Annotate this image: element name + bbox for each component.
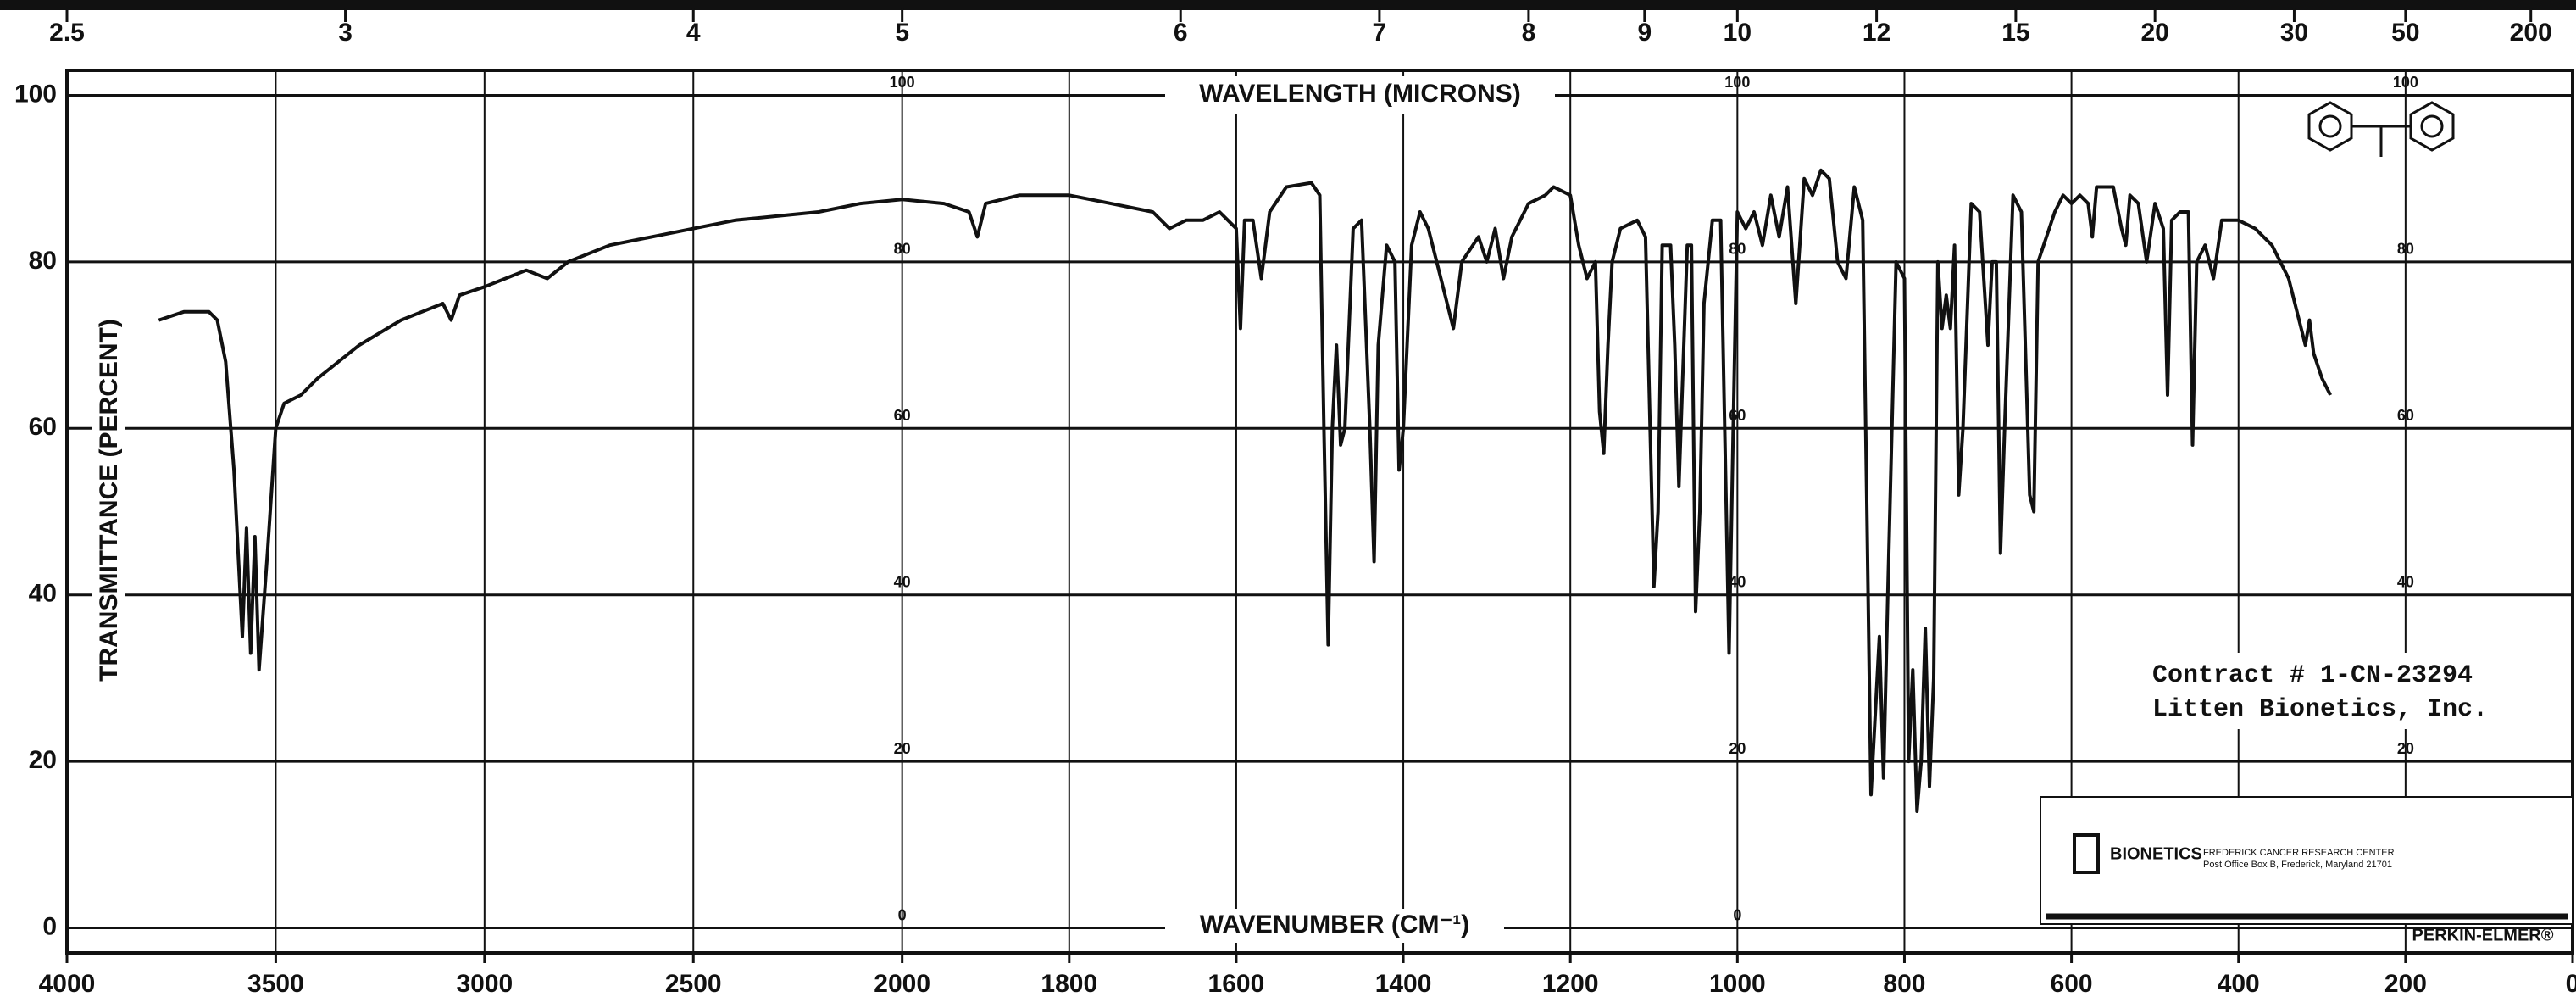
x2-tick-label: 6 [1174, 19, 1188, 47]
contract-line: Contract # 1-CN-23294 [2152, 661, 2473, 690]
x2-tick-label: 9 [1637, 19, 1652, 47]
inner-scale-label: 60 [1729, 407, 1746, 424]
inner-scale-label: 100 [1724, 74, 1750, 91]
x-tick-label: 1200 [1542, 970, 1599, 998]
y-axis-title: TRANSMITTANCE (PERCENT) [95, 319, 123, 682]
y-tick-label: 100 [14, 80, 57, 108]
x2-tick-label: 15 [2001, 19, 2029, 47]
grid [65, 69, 2574, 955]
inner-scale-label: 20 [894, 740, 911, 757]
x2-tick-label: 50 [2391, 19, 2419, 47]
x-tick-label: 600 [2051, 970, 2093, 998]
x2-tick-label: 3 [338, 19, 353, 47]
label-bg [1165, 76, 1555, 114]
x2-tick-label: 20 [2140, 19, 2168, 47]
inner-scale-label: 40 [894, 573, 911, 590]
x-axis-title: WAVENUMBER (CM⁻¹) [1200, 911, 1470, 938]
contract-line: Litten Bionetics, Inc. [2152, 695, 2488, 724]
x-tick-label: 1600 [1208, 970, 1265, 998]
inner-scale-label: 80 [2397, 241, 2414, 258]
x2-tick-label: 2.5 [49, 19, 85, 47]
inner-scale-label: 40 [1729, 573, 1746, 590]
label-bg [92, 305, 125, 695]
inner-scale-label: 0 [898, 906, 907, 923]
y-tick-label: 40 [29, 580, 57, 608]
contract-bg [2144, 653, 2568, 729]
inner-scale-label: 60 [894, 407, 911, 424]
x-tick-label: 4000 [39, 970, 96, 998]
logo-mark [2073, 833, 2100, 874]
x2-tick-label: 8 [1522, 19, 1536, 47]
ticks: 0000202020204040404060606060808080801001… [14, 8, 2576, 998]
y-tick-label: 60 [29, 413, 57, 441]
inner-scale-label: 20 [1729, 740, 1746, 757]
x-tick-label: 1000 [1709, 970, 1766, 998]
x2-tick-label: 10 [1724, 19, 1752, 47]
x-tick-label: 1400 [1375, 970, 1432, 998]
structure-icon [2307, 101, 2455, 157]
x-tick-label: 3000 [456, 970, 513, 998]
label-box [2040, 796, 2573, 925]
label-bg [1165, 909, 1504, 943]
inner-scale-label: 0 [1733, 906, 1741, 923]
y-tick-label: 20 [29, 746, 57, 774]
top-band [0, 0, 2576, 8]
inner-scale-label: 40 [2397, 573, 2414, 590]
x2-tick-label: 7 [1373, 19, 1387, 47]
address-line: FREDERICK CANCER RESEARCH CENTER [2203, 848, 2395, 858]
x-tick-label: 2000 [874, 970, 930, 998]
x2-tick-label: 12 [1863, 19, 1890, 47]
x-tick-label: 0 [2566, 970, 2576, 998]
plot [158, 168, 2332, 813]
x-tick-label: 3500 [247, 970, 304, 998]
x2-tick-label: 200 [2510, 19, 2552, 47]
x2-tick-label: 4 [686, 19, 701, 47]
x-tick-label: 2500 [665, 970, 722, 998]
maker: PERKIN-ELMER® [2412, 926, 2554, 944]
x2-tick-label: 30 [2280, 19, 2308, 47]
x2-tick-label: 5 [895, 19, 909, 47]
logo-text: BIONETICS [2110, 844, 2202, 863]
spectrum-line [158, 168, 2332, 813]
y-tick-label: 80 [29, 247, 57, 275]
y-tick-label: 0 [42, 912, 57, 940]
x-tick-label: 400 [2218, 970, 2260, 998]
inner-scale-label: 80 [894, 241, 911, 258]
inner-scale-label: 100 [2393, 74, 2418, 91]
x-tick-label: 800 [1883, 970, 1925, 998]
inner-scale-label: 20 [2397, 740, 2414, 757]
address-line: Post Office Box B, Frederick, Maryland 2… [2203, 860, 2392, 870]
inner-scale-label: 100 [890, 74, 915, 91]
x-top-title: WAVELENGTH (MICRONS) [1199, 80, 1520, 108]
x-tick-label: 200 [2384, 970, 2427, 998]
x-tick-label: 1800 [1041, 970, 1097, 998]
inner-scale-label: 60 [2397, 407, 2414, 424]
